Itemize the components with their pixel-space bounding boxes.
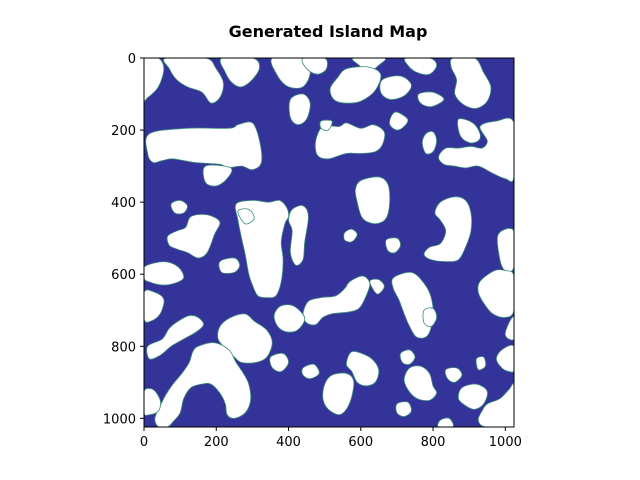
island-7 (329, 66, 382, 104)
island-28 (218, 257, 241, 274)
island-17 (389, 111, 409, 131)
island-51 (444, 367, 463, 383)
y-tick-label: 0 (128, 52, 136, 67)
y-tick-label: 800 (111, 340, 136, 355)
island-30 (385, 237, 401, 254)
y-tick-label: 1000 (103, 412, 136, 427)
island-8 (379, 75, 412, 100)
island-19 (457, 118, 481, 144)
island-55 (154, 342, 252, 427)
island-40 (217, 313, 273, 364)
island-1 (144, 58, 165, 102)
island-13 (145, 121, 263, 171)
island-20 (438, 117, 514, 183)
island-47 (322, 372, 355, 416)
island-58 (437, 417, 454, 427)
island-29 (343, 228, 358, 243)
island-57 (395, 401, 412, 417)
island-54 (477, 383, 514, 427)
x-axis: 0 200 400 600 800 1000 (140, 427, 522, 450)
y-tick-label: 400 (111, 196, 136, 211)
island-16 (319, 119, 333, 131)
islands-layer (144, 58, 514, 427)
island-35 (391, 271, 434, 339)
island-48 (399, 349, 416, 366)
island-50 (475, 356, 487, 371)
island-9 (404, 58, 438, 76)
island-15 (314, 122, 386, 160)
chart-title: Generated Island Map (229, 22, 428, 41)
island-22 (234, 199, 290, 299)
island-14 (202, 164, 233, 187)
island-2 (163, 58, 224, 104)
y-tick-label: 200 (111, 124, 136, 139)
island-18 (421, 130, 438, 155)
x-tick-label: 1000 (489, 435, 522, 450)
x-tick-label: 400 (276, 435, 301, 450)
island-39 (146, 315, 205, 360)
island-21 (354, 176, 391, 225)
island-12 (288, 93, 311, 126)
island-37 (477, 269, 514, 318)
island-11 (449, 58, 492, 109)
island-53 (457, 383, 488, 410)
island-5 (301, 58, 328, 75)
island-36 (422, 307, 438, 328)
island-23 (237, 208, 255, 225)
plot-area (143, 57, 515, 428)
island-34 (369, 278, 385, 295)
island-26 (166, 213, 221, 259)
island-25 (170, 199, 188, 215)
x-tick-label: 600 (348, 435, 373, 450)
x-tick-label: 0 (140, 435, 148, 450)
island-10 (417, 91, 445, 108)
island-56 (144, 387, 162, 416)
island-31 (423, 196, 473, 263)
y-tick-label: 600 (111, 268, 136, 283)
island-4 (270, 58, 311, 89)
island-49 (403, 365, 438, 402)
island-38 (144, 289, 165, 323)
island-41 (273, 304, 306, 333)
y-axis: 0 200 400 600 800 1000 (103, 52, 144, 427)
x-tick-label: 200 (204, 435, 229, 450)
island-46 (301, 363, 320, 380)
island-52 (495, 344, 514, 373)
island-33 (302, 275, 371, 326)
plot-frame (143, 57, 515, 428)
island-44 (345, 350, 380, 387)
island-45 (269, 352, 289, 373)
island-24 (288, 205, 309, 266)
x-tick-label: 800 (421, 435, 446, 450)
island-42 (504, 316, 514, 341)
